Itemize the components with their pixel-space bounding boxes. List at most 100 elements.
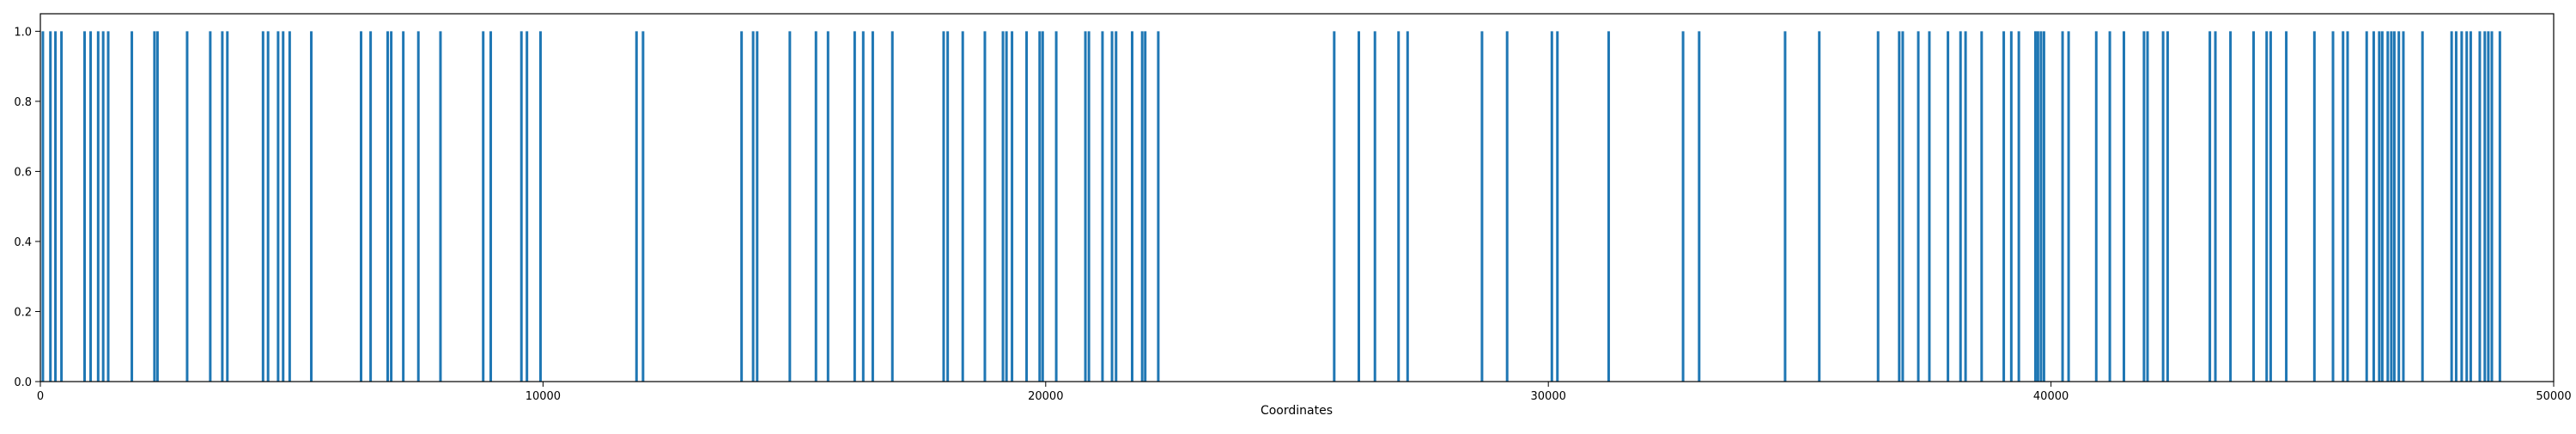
bar-88 (1980, 31, 1984, 382)
bar-19 (282, 31, 285, 382)
bar-70 (1406, 31, 1409, 382)
bar-76 (1681, 31, 1685, 382)
bar-96 (2061, 31, 2064, 382)
bar-21 (310, 31, 313, 382)
bar-113 (2331, 31, 2335, 382)
bar-4 (83, 31, 87, 382)
bar-26 (402, 31, 405, 382)
bar-98 (2094, 31, 2098, 382)
bar-103 (2161, 31, 2165, 382)
bar-75 (1607, 31, 1610, 382)
bar-13 (209, 31, 212, 382)
bar-62 (1130, 31, 1133, 382)
bar-78 (1783, 31, 1787, 382)
bar-73 (1550, 31, 1553, 382)
bar-53 (1025, 31, 1029, 382)
y-tick-label-1: 0.2 (14, 306, 32, 319)
bar-43 (861, 31, 865, 382)
bar-72 (1505, 31, 1509, 382)
bar-87 (1964, 31, 1967, 382)
bar-123 (2397, 31, 2401, 382)
bar-48 (961, 31, 964, 382)
bar-114 (2342, 31, 2345, 382)
bar-108 (2252, 31, 2256, 382)
bar-55 (1041, 31, 1044, 382)
axes-layer (39, 13, 2555, 382)
bar-118 (2378, 31, 2381, 382)
x-tick-label-3: 30000 (1531, 390, 1566, 403)
bar-128 (2460, 31, 2464, 382)
bar-90 (2009, 31, 2013, 382)
bar-58 (1087, 31, 1091, 382)
bar-91 (2017, 31, 2020, 382)
bar-107 (2229, 31, 2233, 382)
bar-49 (983, 31, 987, 382)
bar-120 (2386, 31, 2390, 382)
bar-83 (1917, 31, 1920, 382)
bar-61 (1115, 31, 1118, 382)
bar-20 (288, 31, 291, 382)
y-tick-label-3: 0.6 (14, 166, 32, 179)
bar-101 (2142, 31, 2146, 382)
bar-97 (2067, 31, 2070, 382)
bar-85 (1947, 31, 1950, 382)
bar-8 (106, 31, 110, 382)
x-tick-label-2: 20000 (1028, 390, 1063, 403)
bar-22 (359, 31, 362, 382)
bar-27 (416, 31, 420, 382)
bar-9 (131, 31, 134, 382)
bar-47 (946, 31, 950, 382)
bar-80 (1876, 31, 1880, 382)
bar-104 (2166, 31, 2169, 382)
bar-46 (942, 31, 945, 382)
bar-33 (538, 31, 542, 382)
bar-24 (386, 31, 390, 382)
bar-44 (871, 31, 874, 382)
bar-71 (1480, 31, 1484, 382)
bar-36 (740, 31, 744, 382)
y-tick-label-2: 0.4 (14, 236, 32, 249)
bar-112 (2312, 31, 2316, 382)
plot-frame (39, 13, 2555, 382)
bar-89 (2002, 31, 2006, 382)
bar-28 (439, 31, 442, 382)
bar-92 (2033, 31, 2037, 382)
y-tick-label-4: 0.8 (14, 96, 32, 109)
bar-82 (1901, 31, 1905, 382)
bar-94 (2039, 31, 2043, 382)
bar-2 (54, 31, 58, 382)
bar-0 (41, 31, 45, 382)
bar-69 (1397, 31, 1400, 382)
bar-57 (1084, 31, 1087, 382)
bar-39 (788, 31, 792, 382)
bar-68 (1373, 31, 1376, 382)
bar-130 (2469, 31, 2472, 382)
bar-6 (96, 31, 100, 382)
bar-105 (2208, 31, 2212, 382)
bar-56 (1054, 31, 1058, 382)
bar-109 (2265, 31, 2269, 382)
bar-35 (641, 31, 645, 382)
bar-18 (276, 31, 280, 382)
bar-79 (1818, 31, 1821, 382)
bar-106 (2214, 31, 2217, 382)
bar-115 (2346, 31, 2349, 382)
bar-64 (1144, 31, 1147, 382)
bar-77 (1698, 31, 1701, 382)
bar-41 (826, 31, 829, 382)
bar-121 (2390, 31, 2393, 382)
bar-40 (814, 31, 817, 382)
x-tick-label-1: 10000 (526, 390, 561, 403)
bar-110 (2269, 31, 2272, 382)
bar-100 (2122, 31, 2125, 382)
x-tick-label-5: 50000 (2536, 390, 2571, 403)
bar-29 (482, 31, 485, 382)
bar-7 (101, 31, 105, 382)
y-tick-label-0: 0.0 (14, 376, 32, 389)
bar-99 (2108, 31, 2111, 382)
bar-131 (2478, 31, 2482, 382)
bar-135 (2498, 31, 2501, 382)
bar-15 (226, 31, 229, 382)
bar-60 (1110, 31, 1114, 382)
